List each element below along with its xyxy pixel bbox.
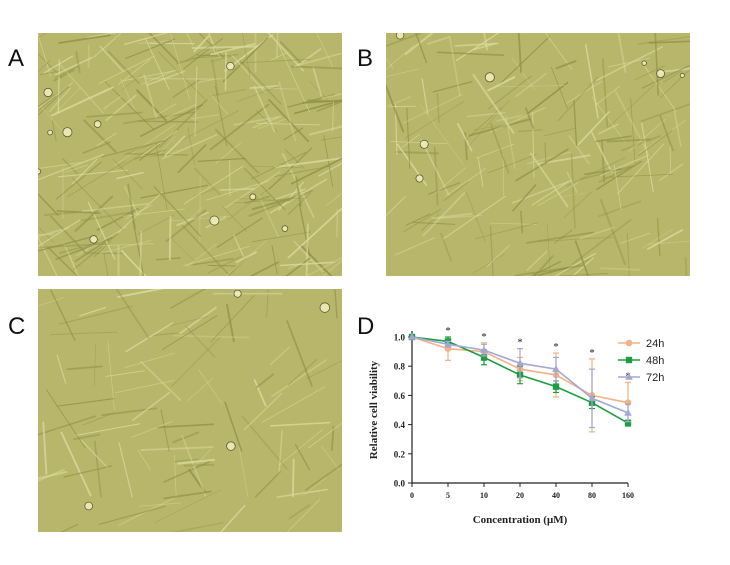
significance-mark: * [517, 337, 523, 349]
y-tick-label: 1.0 [394, 333, 406, 343]
legend-label: 48h [646, 355, 664, 367]
legend-label: 24h [646, 338, 664, 350]
y-tick-label: 0.2 [394, 449, 406, 459]
series-72h-marker [516, 359, 524, 367]
panel-label-c: C [8, 313, 26, 340]
x-tick-label: 40 [552, 491, 560, 500]
legend-item-48h: 48h [618, 355, 664, 367]
significance-mark: * [481, 331, 487, 343]
micrograph-b-image [386, 33, 690, 276]
series-72h-marker [480, 346, 488, 353]
micrograph-a-image [38, 33, 342, 276]
series-72h-marker [552, 365, 560, 372]
series-48h-marker [624, 419, 632, 427]
series-48h-marker [552, 383, 560, 390]
cell-texture [38, 289, 342, 532]
significance-mark: * [553, 341, 559, 353]
chart-series [408, 333, 632, 433]
micrograph-c [38, 289, 342, 532]
series-72h-marker [444, 340, 452, 348]
legend-48h-marker [625, 356, 633, 364]
legend-item-72h: 72h [618, 372, 664, 384]
x-tick-label: 10 [480, 491, 488, 500]
cell-texture [386, 33, 690, 276]
x-tick-label: 20 [516, 491, 524, 500]
panel-label-a: A [8, 45, 25, 72]
series-72h [408, 333, 632, 429]
series-48h-marker [480, 354, 488, 361]
x-tick-label: 5 [446, 491, 450, 500]
x-tick-label: 160 [622, 491, 634, 500]
y-tick-label: 0.6 [394, 391, 406, 401]
panel-label-b: B [357, 45, 374, 72]
significance-mark: * [445, 325, 451, 337]
panel-label-d: D [357, 313, 375, 340]
legend-72h-marker [625, 373, 633, 380]
x-tick-label: 80 [588, 491, 596, 500]
micrograph-b [386, 33, 690, 276]
y-axis-label: Relative cell viability [368, 360, 380, 459]
series-72h-marker [588, 394, 596, 402]
significance-mark: * [589, 347, 595, 359]
y-tick-label: 0.0 [394, 479, 406, 489]
micrograph-a [38, 33, 342, 276]
series-72h-marker [408, 333, 416, 340]
cell-texture [38, 33, 342, 276]
chart-legend: 24h 48h 72h [618, 338, 664, 384]
micrograph-c-image [38, 289, 342, 532]
y-tick-label: 0.8 [394, 362, 406, 372]
x-tick-label: 0 [410, 491, 414, 500]
x-axis-label: Concentration (μM) [473, 514, 568, 526]
legend-label: 72h [646, 372, 664, 384]
legend-24h-marker [625, 339, 633, 347]
y-tick-label: 0.4 [394, 420, 406, 430]
legend-item-24h: 24h [618, 338, 664, 350]
series-72h-marker [624, 408, 632, 416]
